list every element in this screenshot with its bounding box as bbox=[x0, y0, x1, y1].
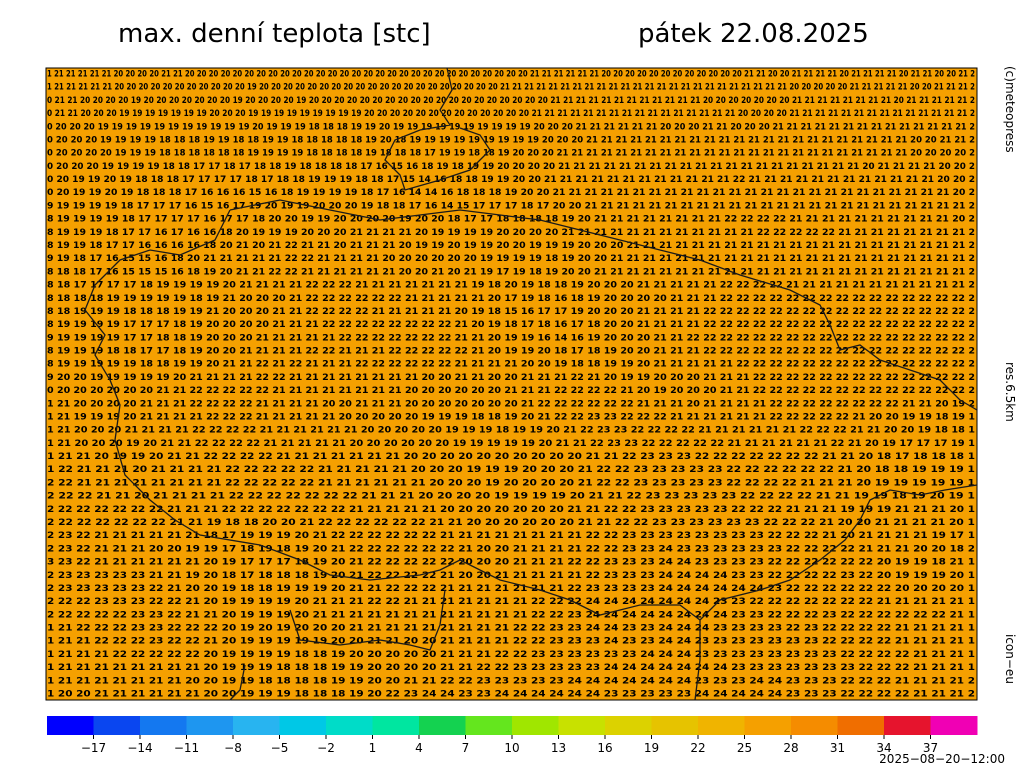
value-row: 1 21 21 21 22 22 22 22 22 20 19 19 19 19… bbox=[47, 650, 975, 660]
colorbar-tick-label: 13 bbox=[551, 741, 566, 755]
value-row: 3 23 22 21 21 21 21 21 21 20 19 17 17 17… bbox=[47, 558, 975, 568]
value-row: 8 18 19 19 19 18 18 18 19 19 21 20 20 20… bbox=[47, 307, 975, 317]
colorbar-tick-label: 19 bbox=[644, 741, 659, 755]
value-row: 2 22 21 21 21 21 21 21 21 21 22 22 22 22… bbox=[47, 478, 975, 488]
colorbar-segment bbox=[837, 716, 885, 735]
map-title: max. denní teplota [stc] bbox=[118, 19, 431, 49]
value-row: 8 19 19 19 18 18 17 17 18 19 20 20 21 21… bbox=[47, 347, 975, 357]
model-label: icon−eu bbox=[1003, 634, 1017, 684]
value-grid: 1 21 21 21 21 21 20 20 20 20 21 21 20 20… bbox=[47, 70, 975, 700]
colorbar-tick-label: 31 bbox=[830, 741, 845, 755]
value-row: 2 22 22 21 21 20 21 21 21 21 22 22 22 22… bbox=[47, 492, 975, 502]
colorbar-segment bbox=[233, 716, 280, 735]
value-row: 1 20 20 21 21 21 21 21 21 20 20 19 19 19… bbox=[47, 690, 975, 700]
colorbar-segment bbox=[465, 716, 513, 735]
value-row: 1 22 21 21 21 20 21 21 21 21 22 22 22 22… bbox=[47, 465, 975, 475]
value-row: 0 20 20 20 19 19 19 19 19 19 19 19 19 19… bbox=[47, 122, 975, 132]
borders bbox=[84, 67, 978, 701]
colorbar-tick-label: 28 bbox=[783, 741, 798, 755]
colorbar-segment bbox=[419, 716, 466, 735]
value-row: 1 21 20 20 20 20 21 21 21 22 22 22 22 21… bbox=[47, 399, 975, 409]
colorbar-segment bbox=[326, 716, 373, 735]
colorbar-segment bbox=[744, 716, 792, 735]
value-row: 8 18 18 18 19 19 19 19 19 18 19 21 20 20… bbox=[47, 294, 975, 304]
value-row: 0 21 21 20 20 20 19 19 19 19 19 19 19 20… bbox=[47, 109, 975, 119]
colorbar-tick-label: −14 bbox=[127, 741, 152, 755]
value-row: 0 20 20 20 19 19 19 19 18 18 17 17 18 17… bbox=[47, 162, 975, 172]
value-row: 1 21 22 22 22 23 23 22 22 22 20 19 20 19… bbox=[47, 624, 975, 634]
value-row: 8 19 19 18 17 17 16 16 16 16 18 20 21 20… bbox=[47, 241, 975, 251]
value-row: 0 20 19 19 20 19 18 18 18 17 16 16 16 15… bbox=[47, 188, 975, 198]
colorbar-segment bbox=[279, 716, 327, 735]
colorbar-tick-label: 7 bbox=[462, 741, 470, 755]
colorbar: −17 −14 −11 −8 −5 −2 1 4 7 10 13 16 19 22 25 28 31 34 37 bbox=[47, 716, 978, 755]
value-row: 8 18 17 17 17 17 18 19 19 19 19 20 21 21… bbox=[47, 281, 975, 291]
value-row: 2 22 22 22 22 22 22 21 21 19 18 18 20 20… bbox=[47, 518, 975, 528]
value-row: 2 23 23 23 23 23 21 21 19 20 18 17 18 18… bbox=[47, 571, 975, 581]
colorbar-segment bbox=[884, 716, 931, 735]
colorbar-tick-label: 37 bbox=[923, 741, 938, 755]
colorbar-tick-label: 10 bbox=[504, 741, 519, 755]
value-row: 0 20 20 20 19 19 19 19 18 18 18 19 19 18… bbox=[47, 135, 975, 145]
value-row: 2 23 23 23 23 23 22 21 20 20 19 18 18 19… bbox=[47, 584, 975, 594]
colorbar-segment bbox=[651, 716, 699, 735]
colorbar-tick-label: 4 bbox=[415, 741, 423, 755]
value-row: 2 22 22 23 23 23 22 22 21 20 19 19 19 19… bbox=[47, 597, 975, 607]
colorbar-segment bbox=[605, 716, 652, 735]
value-row: 8 19 19 19 19 19 18 18 19 19 20 21 21 22… bbox=[47, 360, 975, 370]
colorbar-segment bbox=[47, 716, 94, 735]
colorbar-tick-label: −5 bbox=[271, 741, 289, 755]
value-row: 0 20 20 20 20 19 19 19 18 18 18 18 18 18… bbox=[47, 149, 975, 159]
map-date: pátek 22.08.2025 bbox=[638, 19, 869, 49]
value-row: 0 20 20 20 20 20 20 21 21 22 22 22 22 22… bbox=[47, 386, 975, 396]
value-row: 1 21 21 21 21 21 20 20 20 20 20 20 20 20… bbox=[47, 83, 975, 93]
map-area bbox=[45, 67, 978, 701]
value-row: 8 19 19 19 19 17 17 17 18 19 20 20 20 20… bbox=[47, 320, 975, 330]
colorbar-segment bbox=[512, 716, 559, 735]
value-row: 2 23 22 21 21 21 20 20 19 19 17 18 19 18… bbox=[47, 544, 975, 554]
value-row: 1 21 21 22 22 22 23 22 22 21 20 19 19 19… bbox=[47, 637, 975, 647]
value-row: 0 20 19 19 20 19 18 18 18 17 17 17 17 18… bbox=[47, 175, 975, 185]
value-row: 1 21 21 21 21 21 21 21 21 20 19 19 19 18… bbox=[47, 663, 975, 673]
resolution-label: res.6.5km bbox=[1003, 362, 1017, 422]
value-row: 0 21 21 20 20 20 20 19 20 20 20 20 20 20… bbox=[47, 96, 975, 106]
value-row: 1 21 20 20 20 19 20 21 21 22 22 22 22 21… bbox=[47, 439, 975, 449]
value-row: 1 21 21 21 21 21 20 20 20 20 21 21 20 20… bbox=[47, 70, 975, 80]
colorbar-segment bbox=[698, 716, 745, 735]
value-row: 9 19 18 17 16 15 15 16 18 20 21 21 21 21… bbox=[47, 254, 975, 264]
value-row: 1 21 21 20 19 19 20 21 21 22 22 22 22 21… bbox=[47, 452, 975, 462]
colorbar-segment bbox=[372, 716, 420, 735]
value-row: 1 21 20 20 20 21 21 21 21 22 22 22 22 21… bbox=[47, 426, 975, 436]
colorbar-segment bbox=[930, 716, 978, 735]
colorbar-tick-label: 1 bbox=[369, 741, 377, 755]
value-row: 9 20 20 19 19 19 19 19 20 21 21 21 21 22… bbox=[47, 373, 975, 383]
colorbar-segment bbox=[93, 716, 141, 735]
value-row: 8 18 18 17 16 15 15 15 16 18 19 20 21 21… bbox=[47, 267, 975, 277]
colorbar-tick-label: 22 bbox=[690, 741, 705, 755]
colorbar-tick-label: 25 bbox=[737, 741, 752, 755]
colorbar-tick-label: −17 bbox=[81, 741, 106, 755]
value-row: 9 19 19 19 19 18 17 17 17 16 15 16 17 19… bbox=[47, 201, 975, 211]
colorbar-segment bbox=[558, 716, 606, 735]
colorbar-tick-label: −8 bbox=[224, 741, 242, 755]
value-row: 8 19 19 19 19 18 17 17 17 17 16 17 17 18… bbox=[47, 215, 975, 225]
value-row: 2 23 22 21 21 21 21 21 21 18 17 19 19 19… bbox=[47, 531, 975, 541]
colorbar-tick-label: −11 bbox=[174, 741, 199, 755]
colorbar-tick-label: 34 bbox=[876, 741, 891, 755]
colorbar-tick-label: 16 bbox=[597, 741, 612, 755]
credit-label: (c)meteopress bbox=[1003, 66, 1017, 153]
value-row: 8 19 19 19 18 17 17 16 17 16 16 18 20 19… bbox=[47, 228, 975, 238]
colorbar-segment bbox=[791, 716, 838, 735]
value-row: 2 22 22 22 22 23 23 22 21 21 20 19 19 19… bbox=[47, 610, 975, 620]
value-row: 2 22 22 22 22 22 22 21 21 21 22 22 22 22… bbox=[47, 505, 975, 515]
colorbar-tick-label: −2 bbox=[317, 741, 335, 755]
value-row: 9 19 19 19 19 17 17 18 18 19 20 20 20 21… bbox=[47, 333, 975, 343]
colorbar-segment bbox=[140, 716, 187, 735]
timestamp: 2025−08−20−12:00 bbox=[879, 752, 1005, 766]
value-row: 1 21 19 19 19 20 21 21 21 21 22 22 22 21… bbox=[47, 412, 975, 422]
colorbar-segment bbox=[186, 716, 234, 735]
value-row: 1 21 21 21 21 21 21 21 20 20 19 19 18 18… bbox=[47, 676, 975, 686]
